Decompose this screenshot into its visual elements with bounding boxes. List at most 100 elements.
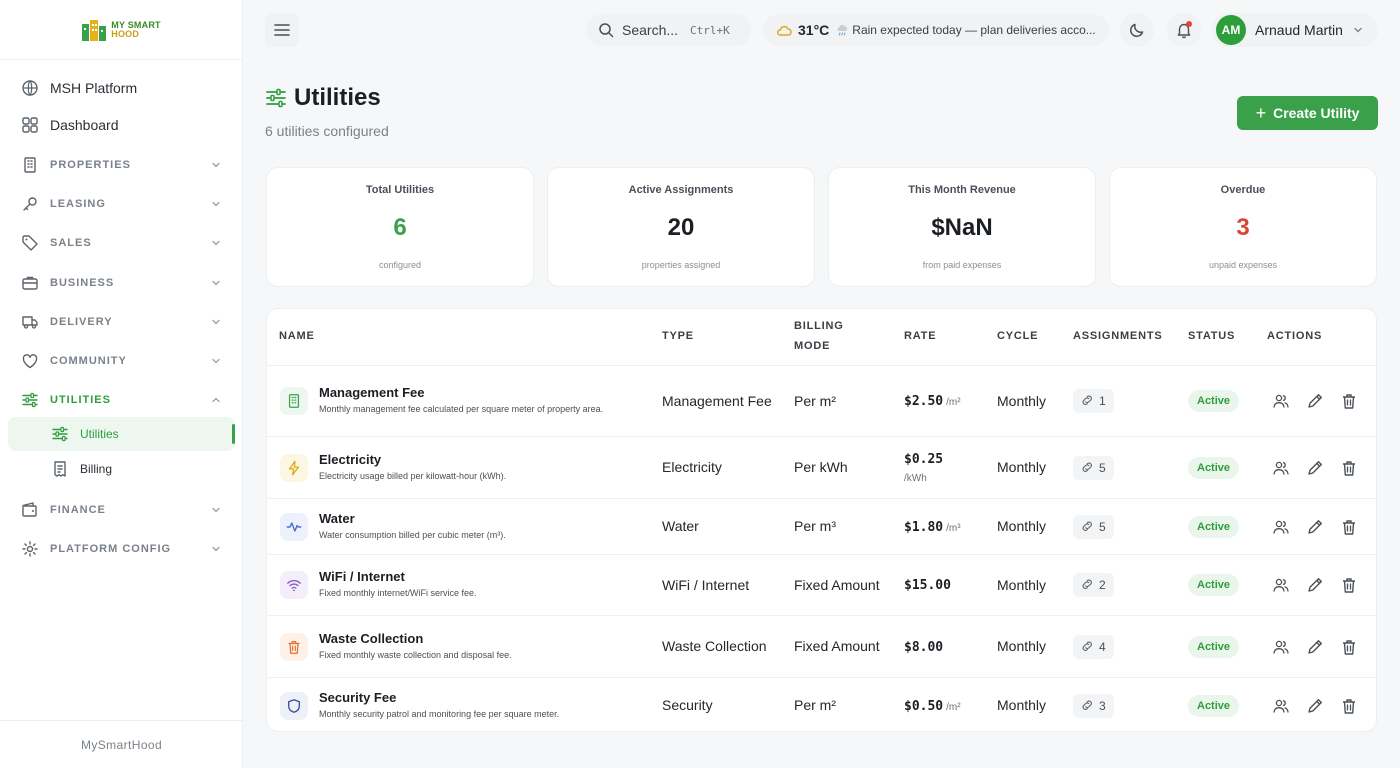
sidebar-item-utilities[interactable]: UTILITIES (8, 383, 235, 417)
notifications-button[interactable] (1167, 13, 1201, 47)
link-icon (1082, 579, 1092, 589)
link-icon (1082, 521, 1092, 531)
sidebar-item-msh[interactable]: MSH Platform (8, 71, 235, 105)
table-row[interactable]: Security Fee Monthly security patrol and … (267, 678, 1376, 731)
col-status[interactable]: STATUS (1188, 330, 1236, 342)
delete-button[interactable] (1340, 518, 1358, 536)
utility-name[interactable]: Management Fee (319, 385, 425, 400)
assignments-count[interactable]: 3 (1073, 693, 1114, 718)
sidebar-item-business[interactable]: BUSINESS (8, 266, 235, 300)
assignments-count[interactable]: 5 (1073, 514, 1114, 539)
utility-name[interactable]: Security Fee (319, 689, 397, 705)
assign-users-button[interactable] (1272, 697, 1290, 715)
sidebar-subitem-billing[interactable]: Billing (8, 452, 235, 486)
trash-icon (1343, 639, 1355, 655)
page-header: Utilities (265, 84, 381, 112)
edit-button[interactable] (1306, 697, 1324, 715)
billing-cycle: Monthly (997, 518, 1047, 534)
sidebar-item-finance[interactable]: FINANCE (8, 493, 235, 527)
sidebar-item-dashboard[interactable]: Dashboard (8, 108, 235, 142)
edit-button[interactable] (1306, 392, 1324, 410)
assign-users-button[interactable] (1272, 576, 1290, 594)
utility-name[interactable]: WiFi / Internet (319, 569, 405, 584)
pencil-icon (1308, 460, 1322, 475)
grid-icon (22, 117, 38, 133)
rate-value: $0.50 (904, 698, 944, 714)
delete-button[interactable] (1340, 638, 1358, 656)
chevron-down-icon (212, 358, 220, 364)
theme-toggle-button[interactable] (1120, 13, 1154, 47)
rate-unit: /m² (946, 701, 961, 713)
weather-message: Rain expected today — plan deliveries ac… (852, 23, 1096, 37)
sidebar-item-community[interactable]: COMMUNITY (8, 344, 235, 378)
brand-line2: HOOD (111, 28, 140, 39)
sliders-icon (266, 88, 286, 108)
assignments-count[interactable]: 1 (1073, 389, 1114, 413)
trash-icon (1343, 698, 1355, 714)
delete-button[interactable] (1340, 392, 1358, 410)
billing-cycle: Monthly (997, 638, 1047, 654)
trash-icon (1343, 394, 1355, 409)
assign-users-button[interactable] (1272, 392, 1290, 410)
edit-button[interactable] (1306, 459, 1324, 477)
sidebar-item-label: COMMUNITY (50, 355, 127, 367)
lightning-icon (288, 460, 300, 475)
utility-name[interactable]: Waste Collection (319, 630, 424, 646)
gear-icon (22, 541, 38, 557)
delete-button[interactable] (1340, 459, 1358, 477)
user-name: Arnaud Martin (1255, 22, 1343, 38)
utility-name[interactable]: Electricity (319, 451, 382, 467)
table-row[interactable]: Water Water consumption billed per cubic … (267, 499, 1376, 555)
pencil-icon (1308, 519, 1322, 534)
stat-card: Overdue 3 unpaid expenses (1109, 167, 1377, 287)
sidebar-item-sales[interactable]: SALES (8, 226, 235, 260)
status-badge: Active (1188, 390, 1240, 412)
sliders-icon (52, 426, 68, 442)
edit-button[interactable] (1306, 518, 1324, 536)
edit-button[interactable] (1306, 576, 1324, 594)
create-utility-button[interactable]: + Create Utility (1237, 96, 1378, 130)
delete-button[interactable] (1340, 697, 1358, 715)
billing-mode: Per m³ (794, 518, 836, 534)
col-name[interactable]: NAME (279, 330, 315, 342)
utility-icon (280, 387, 308, 415)
assign-users-button[interactable] (1272, 638, 1290, 656)
assignments-count[interactable]: 4 (1073, 634, 1114, 659)
weather-widget[interactable]: 31°C Rain expected today — plan deliveri… (763, 14, 1109, 46)
col-assignments[interactable]: ASSIGNMENTS (1073, 330, 1163, 342)
sidebar-subitem-utilities[interactable]: Utilities (8, 417, 235, 451)
sidebar-item-leasing[interactable]: LEASING (8, 187, 235, 221)
table-row[interactable]: Electricity Electricity usage billed per … (267, 437, 1376, 499)
rate-unit: /m³ (946, 522, 961, 534)
sidebar-item-platform-config[interactable]: PLATFORM CONFIG (8, 532, 235, 566)
sidebar-item-properties[interactable]: PROPERTIES (8, 148, 235, 182)
cloud-sun-icon (776, 25, 792, 36)
chevron-down-icon (212, 546, 220, 552)
utility-icon (280, 512, 308, 541)
assignments-count[interactable]: 2 (1073, 573, 1114, 597)
delete-button[interactable] (1340, 576, 1358, 594)
col-billing-mode[interactable]: BILLING MODE (794, 316, 844, 356)
menu-toggle-button[interactable] (265, 13, 299, 47)
assign-users-button[interactable] (1272, 459, 1290, 477)
stat-value: 3 (1236, 214, 1250, 241)
col-cycle[interactable]: CYCLE (997, 330, 1039, 342)
table-row[interactable]: Waste Collection Fixed monthly waste coll… (267, 616, 1376, 678)
assign-users-button[interactable] (1272, 518, 1290, 536)
heart-icon (22, 354, 38, 369)
sidebar-item-delivery[interactable]: DELIVERY (8, 305, 235, 339)
brand-logo[interactable]: MY SMART HOOD (0, 0, 242, 60)
sidebar-item-label: SALES (50, 237, 92, 249)
utility-description: Fixed monthly waste collection and dispo… (319, 649, 512, 660)
utility-name[interactable]: Water (319, 510, 355, 526)
search-input[interactable]: Search... Ctrl+K (586, 14, 751, 46)
col-rate[interactable]: RATE (904, 330, 937, 342)
edit-button[interactable] (1306, 638, 1324, 656)
table-row[interactable]: WiFi / Internet Fixed monthly internet/Wi… (267, 555, 1376, 616)
stat-subtitle: from paid expenses (922, 260, 1002, 270)
table-row[interactable]: Management Fee Monthly management fee cal… (267, 366, 1376, 437)
user-menu[interactable]: AM Arnaud Martin (1212, 13, 1378, 47)
col-type[interactable]: TYPE (662, 330, 694, 342)
assignments-count[interactable]: 5 (1073, 455, 1114, 480)
utility-type: Waste Collection (662, 638, 767, 654)
